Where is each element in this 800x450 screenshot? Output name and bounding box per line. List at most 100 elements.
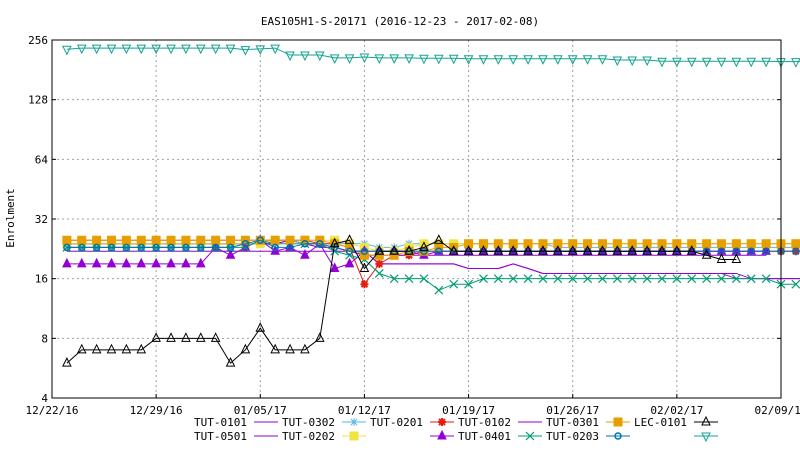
data-point <box>702 247 711 256</box>
data-point <box>448 54 459 65</box>
data-point <box>151 257 161 268</box>
data-point <box>92 235 102 245</box>
data-point <box>612 56 623 67</box>
data-point <box>182 243 190 252</box>
x-tick-label: 02/09/17 <box>755 404 800 417</box>
data-point <box>582 55 593 65</box>
series-group <box>66 250 767 256</box>
data-point <box>404 274 414 284</box>
data-point <box>345 247 354 256</box>
data-point <box>701 432 711 443</box>
data-point <box>225 249 236 259</box>
x-tick-label: 02/02/17 <box>650 404 703 417</box>
data-point <box>598 274 607 284</box>
data-point <box>121 44 132 55</box>
plot-frame <box>51 39 782 399</box>
data-point <box>106 257 117 268</box>
data-point <box>612 274 622 284</box>
x-tick-label: 01/19/17 <box>442 404 495 417</box>
data-point <box>448 245 459 255</box>
data-point <box>434 54 444 65</box>
data-point <box>434 234 444 244</box>
data-point <box>627 274 637 284</box>
data-point <box>136 44 147 55</box>
data-point <box>316 240 324 248</box>
data-point <box>270 44 280 55</box>
data-point <box>463 245 474 255</box>
data-point <box>62 45 72 56</box>
chart-title: EAS105H1-S-20171 (2016-12-23 - 2017-02-0… <box>261 15 539 28</box>
data-point <box>479 274 488 284</box>
series-group <box>63 236 800 256</box>
data-point <box>553 55 563 65</box>
data-point <box>731 57 742 68</box>
data-point <box>791 58 800 68</box>
data-point <box>404 54 414 64</box>
data-point <box>344 54 355 64</box>
data-point <box>181 235 191 245</box>
data-point <box>77 235 87 245</box>
y-axis-label: Enrolment <box>4 188 17 248</box>
data-point <box>597 245 608 255</box>
data-point <box>344 257 355 268</box>
data-point <box>508 55 519 65</box>
legend-label: TUT-0302 <box>282 416 335 429</box>
x-tick-label: 01/26/17 <box>546 404 599 417</box>
legend-label: TUT-0501 <box>194 430 247 443</box>
series-line <box>66 47 800 63</box>
data-point <box>136 235 146 245</box>
data-point <box>329 237 340 248</box>
data-point <box>300 51 310 62</box>
data-point <box>567 55 578 65</box>
data-point <box>136 343 147 354</box>
data-point <box>78 243 86 252</box>
data-point <box>121 235 131 245</box>
data-point <box>359 262 370 273</box>
legend-label: TUT-0401 <box>458 430 511 443</box>
data-point <box>657 245 667 255</box>
data-point <box>151 235 161 245</box>
legend-label: TUT-0301 <box>546 416 599 429</box>
data-point <box>285 343 295 354</box>
x-tick-label: 01/12/17 <box>338 404 391 417</box>
data-point <box>583 274 593 284</box>
data-point <box>613 417 623 427</box>
data-point <box>701 415 711 426</box>
data-point <box>642 56 652 67</box>
data-point <box>314 332 325 342</box>
data-point <box>553 245 563 255</box>
data-point <box>437 429 447 440</box>
data-point <box>449 279 459 289</box>
data-point <box>672 245 682 255</box>
data-point <box>568 274 578 284</box>
data-point <box>508 274 518 284</box>
data-point <box>747 247 755 256</box>
data-point <box>360 247 369 256</box>
data-point <box>419 274 429 284</box>
data-point <box>463 55 474 65</box>
data-point <box>762 247 770 256</box>
data-point <box>374 54 385 64</box>
data-point <box>329 262 340 273</box>
data-point <box>314 51 325 62</box>
data-point <box>270 235 280 245</box>
data-point <box>434 285 444 295</box>
x-tick-label: 12/22/16 <box>26 404 79 417</box>
data-point <box>374 269 384 278</box>
data-point <box>523 274 533 284</box>
legend-entry: TUT-0102 <box>458 416 542 429</box>
data-point <box>791 239 800 249</box>
legend-entry: TUT-0401 <box>458 430 542 443</box>
data-point <box>285 51 295 62</box>
data-point <box>419 241 429 251</box>
data-point <box>746 57 757 68</box>
legend-entry <box>694 432 718 443</box>
data-point <box>538 55 548 65</box>
data-point <box>197 243 205 252</box>
y-tick-label: 16 <box>35 273 48 286</box>
legend-entry: TUT-0202 <box>282 430 366 443</box>
data-point <box>166 235 176 245</box>
data-point <box>553 274 563 284</box>
data-point <box>121 343 132 354</box>
